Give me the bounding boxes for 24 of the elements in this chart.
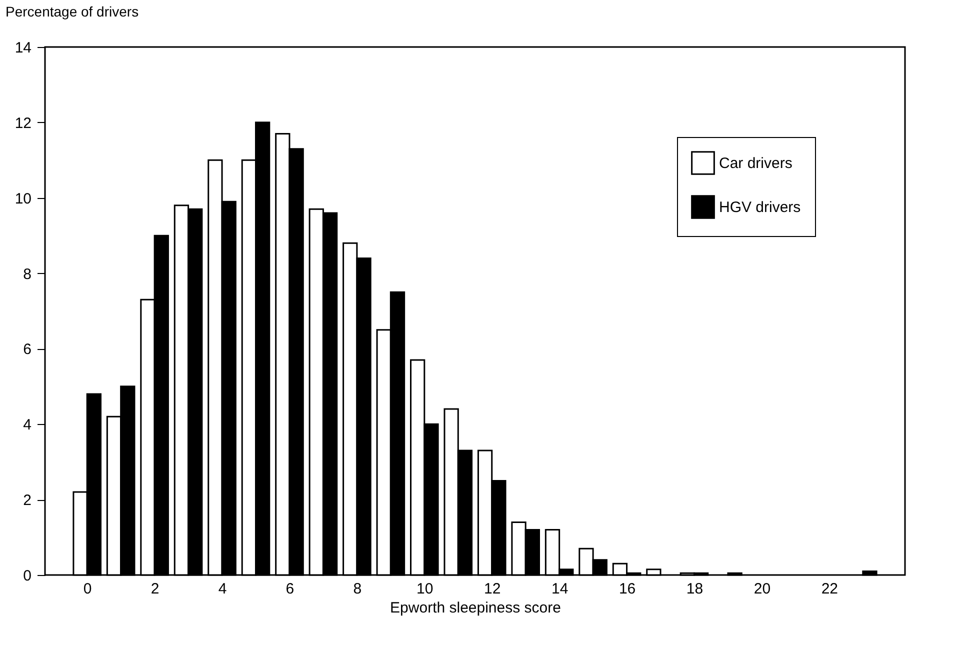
x-tick-label: 6 [286, 580, 294, 598]
x-axis-title: Epworth sleepiness score [390, 600, 561, 616]
y-tick-label: 4 [23, 416, 32, 434]
x-tick-label: 14 [551, 580, 568, 598]
x-tick-label: 0 [83, 580, 92, 598]
y-tick-label: 0 [23, 568, 32, 584]
y-tick-label: 14 [14, 40, 32, 56]
y-axis-title: Percentage of drivers [6, 4, 139, 20]
y-tick-label: 10 [14, 190, 32, 208]
x-tick-label: 8 [353, 580, 362, 598]
x-tick-label: 12 [484, 580, 501, 598]
y-tick-label: 12 [14, 114, 32, 132]
x-tick-label: 22 [821, 580, 838, 598]
x-tick-label: 20 [754, 580, 771, 598]
legend-label: HGV drivers [719, 199, 801, 216]
legend-label: Car drivers [719, 155, 792, 172]
y-tick-label: 2 [23, 492, 32, 510]
x-tick-label: 4 [218, 580, 227, 598]
x-tick-label: 2 [150, 580, 160, 598]
y-tick-label: 6 [23, 341, 32, 358]
x-tick-label: 16 [618, 580, 636, 598]
x-tick-label: 18 [686, 580, 704, 598]
y-tick-label: 8 [23, 266, 32, 283]
x-tick-label: 10 [416, 580, 434, 598]
